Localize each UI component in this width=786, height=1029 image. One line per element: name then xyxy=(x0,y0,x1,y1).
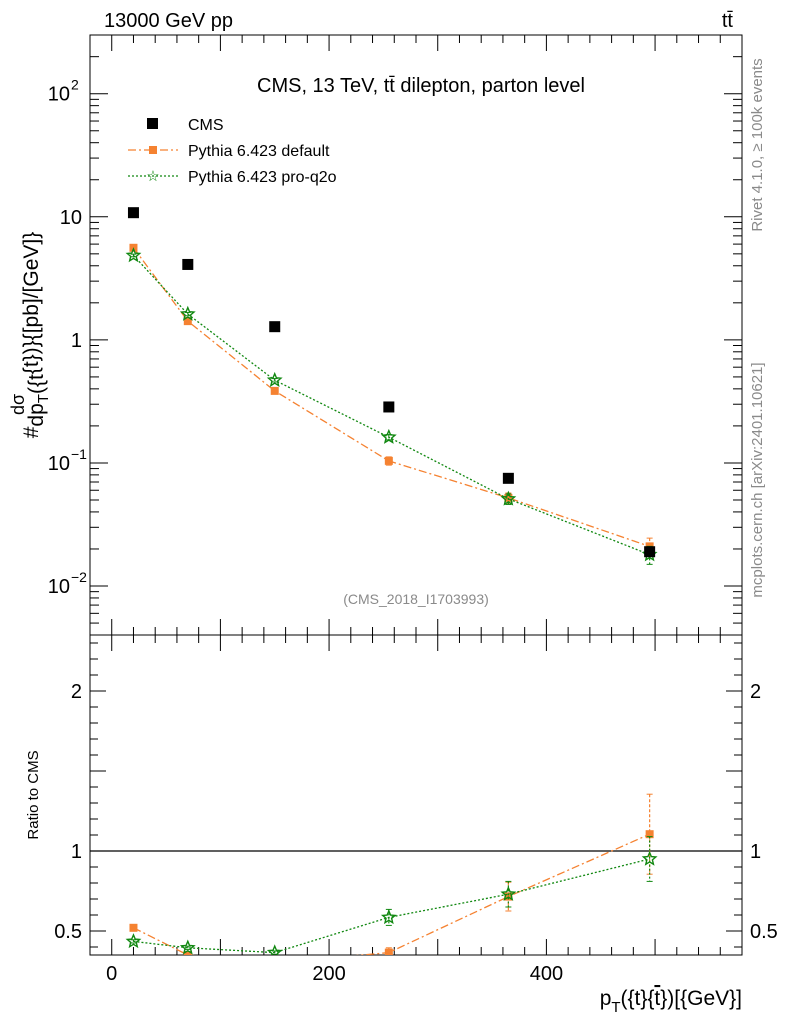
legend-proq2o-marker: ☆ xyxy=(146,168,159,185)
ratio-pythia-proq2o-point xyxy=(266,944,283,955)
ratio-tick-label-left: 1 xyxy=(71,841,82,863)
pythia-proq2o-point xyxy=(179,305,196,321)
y-tick-label: 10 xyxy=(48,84,70,106)
x-label-post: })[{GeV}] xyxy=(660,987,742,1010)
y-label-num: dσ xyxy=(8,394,28,415)
y-label-rest: {t})}{[pb]/[GeV]} xyxy=(20,232,43,374)
x-label-main: p xyxy=(600,987,612,1010)
legend-cms-label: CMS xyxy=(188,117,224,134)
pythia-proq2o-point xyxy=(125,247,142,263)
ratio-pythia-default-point xyxy=(384,948,393,955)
ratio-pythia-default-point xyxy=(129,923,138,932)
legend-cms-marker xyxy=(147,118,158,129)
x-axis-label: pT({t}{t})[{GeV}] xyxy=(600,987,742,1016)
pythia-default-line xyxy=(132,247,650,548)
cms-data-point xyxy=(383,401,395,413)
y-label-hash: # xyxy=(20,426,43,438)
ratio-pythia-default-line xyxy=(133,833,650,955)
cms-data-point xyxy=(269,321,281,333)
x-label-pre: ({t}{ xyxy=(621,987,655,1010)
ratio-tick-label-left: 0.5 xyxy=(54,921,82,943)
analysis-watermark: (CMS_2018_I1703993) xyxy=(343,591,489,607)
x-tick-label: 200 xyxy=(312,963,345,985)
pythia-default-point xyxy=(384,456,393,465)
y-tick-exponent: 2 xyxy=(71,77,79,93)
x-tick-label: 400 xyxy=(530,963,563,985)
ratio-tick-label-right: 2 xyxy=(750,681,761,703)
ratio-pythia-proq2o-point xyxy=(380,909,397,925)
y-tick-label: 10 xyxy=(48,453,70,475)
main-plot-data xyxy=(125,207,658,565)
pythia-proq2o-point xyxy=(266,371,283,387)
cms-data-point xyxy=(644,546,656,558)
pythia-proq2o-line xyxy=(133,255,650,556)
y-label-den-arg: ({t xyxy=(25,374,48,394)
ratio-tick-label-right: 0.5 xyxy=(750,921,778,943)
svg-text:#dpT({t{t})}{[pb]/[GeV]}: #dpT({t{t})}{[pb]/[GeV]} xyxy=(20,232,52,439)
ratio-pythia-default-point xyxy=(271,959,279,967)
ratio-pythia-proq2o-point xyxy=(500,885,517,901)
ratio-tick-label-right: 1 xyxy=(750,841,761,863)
cms-data-point xyxy=(502,472,514,484)
process-label: tt̄ xyxy=(722,10,734,32)
x-label-sub: T xyxy=(611,999,620,1016)
ratio-y-axis-label: Ratio to CMS xyxy=(25,750,42,839)
ratio-pythia-proq2o-point xyxy=(641,850,658,866)
pythia-default-point xyxy=(504,493,513,502)
ratio-plot-data xyxy=(90,793,742,967)
ratio-pythia-proq2o-line xyxy=(133,858,650,954)
ratio-axis-ticks: 0 200 400 0.5 0.5 1 1 2 2 xyxy=(54,619,778,985)
ratio-pythia-default-point xyxy=(645,830,654,839)
ratio-tick-label-left: 2 xyxy=(71,681,82,703)
y-tick-label: 10 xyxy=(60,207,82,229)
pythia-proq2o-point xyxy=(500,490,517,506)
ratio-pythia-proq2o-point xyxy=(125,933,142,949)
legend-default-marker xyxy=(149,146,157,154)
y-label-den: dp xyxy=(25,403,48,426)
y-tick-exponent: −2 xyxy=(71,569,87,585)
pythia-proq2o-point xyxy=(380,428,397,444)
y-label-den-sub: T xyxy=(35,394,52,403)
y-tick-label: 10 xyxy=(48,576,70,598)
rivet-label: Rivet 4.1.0, ≥ 100k events xyxy=(749,58,766,231)
pythia-default-point xyxy=(183,317,192,326)
ratio-pythia-default-point xyxy=(183,951,192,955)
x-tick-label: 0 xyxy=(106,963,117,985)
main-y-axis-label: #dpT({t{t})}{[pb]/[GeV]} dσ xyxy=(8,232,52,439)
ratio-plot-frame xyxy=(89,634,743,956)
ratio-pythia-proq2o-point xyxy=(179,939,196,955)
y-tick-label: 1 xyxy=(71,330,82,352)
energy-label: 13000 GeV pp xyxy=(104,10,233,32)
legend: CMS Pythia 6.423 default ☆ Pythia 6.423 … xyxy=(128,117,337,186)
legend-proq2o-label: Pythia 6.423 pro-q2o xyxy=(188,169,337,186)
y-tick-exponent: −1 xyxy=(71,446,87,462)
source-label: mcplots.cern.ch [arXiv:2401.10621] xyxy=(749,362,766,597)
legend-default-label: Pythia 6.423 default xyxy=(188,143,330,160)
cms-data-point xyxy=(127,207,139,219)
x-label-bar-t: t xyxy=(654,987,660,1010)
pythia-default-point xyxy=(270,386,279,395)
plot-title: CMS, 13 TeV, tt̄ dilepton, parton level xyxy=(257,75,585,97)
cms-data-point xyxy=(182,258,194,270)
